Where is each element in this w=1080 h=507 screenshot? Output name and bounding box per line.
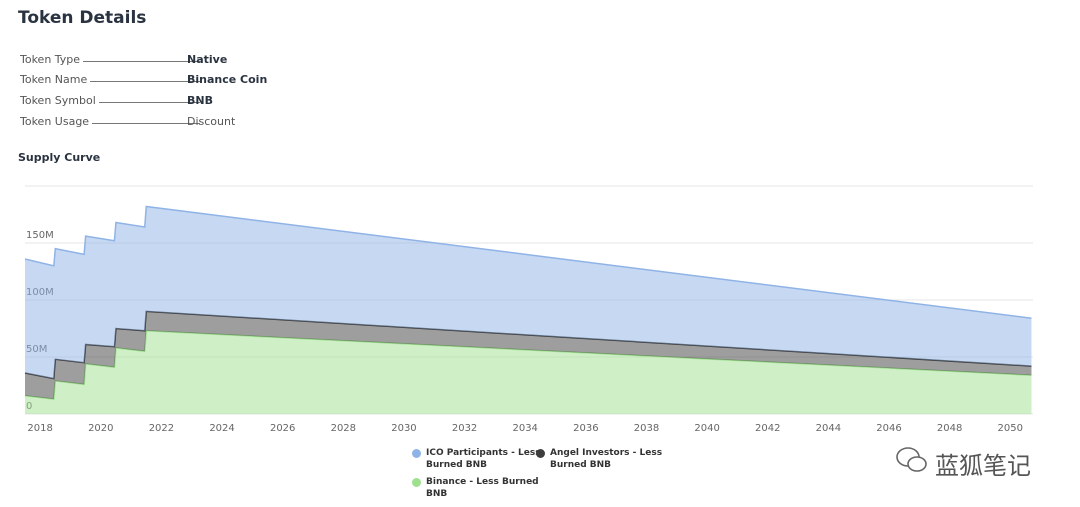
detail-row: Token Type Native <box>20 53 320 69</box>
x-tick-label: 2020 <box>88 423 113 434</box>
detail-label: Token Name <box>20 73 91 86</box>
detail-rule <box>40 81 200 82</box>
area-edge <box>24 205 1032 319</box>
x-tick-label: 2036 <box>573 423 598 434</box>
x-tick-label: 2040 <box>694 423 719 434</box>
chart: 050M100M150M2018202020222024202620282030… <box>24 185 1033 434</box>
legend-swatch <box>412 478 421 487</box>
page-title: Token Details <box>18 8 147 28</box>
area <box>25 311 1032 400</box>
x-tick-label: 2048 <box>937 423 962 434</box>
x-tick-label: 2030 <box>391 423 416 434</box>
legend-item: Binance - Less Burned BNB <box>412 476 544 500</box>
x-tick-label: 2044 <box>816 423 841 434</box>
detail-value: Binance Coin <box>187 73 268 86</box>
detail-rule <box>40 61 200 62</box>
detail-row: Token Usage Discount <box>20 115 320 131</box>
legend-item: ICO Participants - Less Burned BNB <box>412 447 544 471</box>
x-tick-label: 2018 <box>27 423 52 434</box>
detail-value: Discount <box>187 115 236 128</box>
watermark: 蓝狐笔记 <box>935 452 1031 480</box>
x-tick-label: 2024 <box>209 423 234 434</box>
detail-row: Token Symbol BNB <box>20 94 320 110</box>
detail-label: Token Type <box>20 53 84 66</box>
area <box>25 330 1032 414</box>
detail-rule <box>40 123 200 124</box>
x-tick-label: 2026 <box>270 423 295 434</box>
detail-rule <box>40 102 200 103</box>
x-tick-label: 2046 <box>876 423 901 434</box>
legend-label: Angel Investors - Less Burned BNB <box>550 448 663 470</box>
chart-title: Supply Curve <box>18 151 101 164</box>
x-tick-label: 2028 <box>331 423 356 434</box>
detail-value: Native <box>187 53 228 66</box>
legend-item: Angel Investors - Less Burned BNB <box>536 447 668 471</box>
area <box>25 206 1032 379</box>
x-tick-label: 2038 <box>634 423 659 434</box>
legend-swatch <box>412 449 421 458</box>
x-tick-label: 2050 <box>998 423 1023 434</box>
detail-label: Token Symbol <box>20 94 99 107</box>
x-tick-label: 2042 <box>755 423 780 434</box>
x-tick-label: 2022 <box>149 423 174 434</box>
y-tick-label: 150M <box>26 230 54 241</box>
detail-label: Token Usage <box>20 115 93 128</box>
legend-label: ICO Participants - Less Burned BNB <box>426 448 541 470</box>
detail-row: Token Name Binance Coin <box>20 73 320 89</box>
watermark-icon <box>896 447 927 472</box>
legend-swatch <box>536 449 545 458</box>
detail-value: BNB <box>187 94 213 107</box>
x-tick-label: 2034 <box>512 423 537 434</box>
legend-label: Binance - Less Burned BNB <box>426 477 539 499</box>
x-tick-label: 2032 <box>452 423 477 434</box>
